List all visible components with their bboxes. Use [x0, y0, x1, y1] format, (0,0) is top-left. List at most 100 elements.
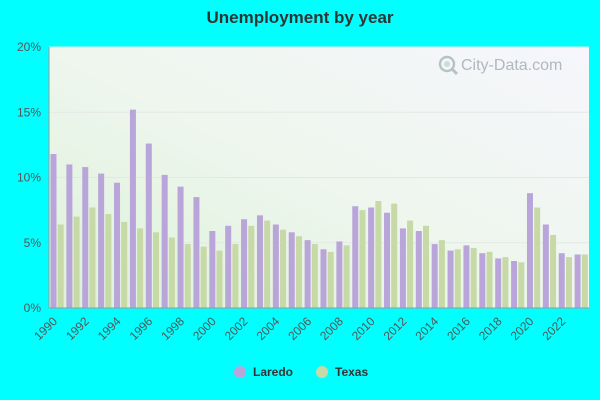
bar-laredo-2004 [272, 224, 279, 308]
bar-laredo-2010 [368, 207, 375, 308]
legend-swatch-laredo [234, 366, 246, 378]
bar-texas-2016 [470, 247, 477, 308]
bar-laredo-2011 [384, 212, 391, 308]
bar-laredo-2013 [415, 231, 422, 308]
legend-label-texas: Texas [335, 365, 368, 379]
bar-texas-1992 [89, 207, 96, 308]
bar-texas-1996 [152, 232, 159, 308]
y-tick-label: 0% [24, 301, 42, 315]
bar-laredo-1992 [82, 167, 89, 308]
bar-laredo-2008 [336, 241, 343, 308]
bar-laredo-2001 [225, 225, 232, 308]
bar-texas-2020 [534, 207, 541, 308]
bar-laredo-2005 [288, 232, 295, 308]
bar-texas-2015 [454, 249, 461, 308]
bar-texas-1997 [168, 237, 175, 308]
bar-texas-1994 [121, 221, 128, 308]
bar-texas-2019 [518, 262, 525, 308]
x-tick-label: 2016 [444, 314, 473, 343]
bar-laredo-1993 [98, 173, 105, 308]
bar-texas-2012 [407, 220, 414, 308]
y-tick-label: 5% [24, 236, 42, 250]
watermark: City-Data.com [438, 55, 562, 76]
bar-texas-2023 [581, 254, 588, 308]
bar-texas-1993 [105, 214, 112, 308]
bar-laredo-2007 [320, 249, 327, 308]
x-tick-label: 2008 [317, 314, 346, 343]
bar-laredo-2023 [574, 254, 581, 308]
x-tick-label: 2022 [540, 314, 569, 343]
bar-laredo-2009 [352, 206, 359, 308]
bar-texas-2003 [264, 220, 271, 308]
bar-laredo-1997 [161, 174, 168, 308]
magnifier-icon [438, 55, 459, 76]
y-tick-label: 15% [17, 105, 41, 119]
bar-texas-1991 [73, 216, 80, 308]
bar-laredo-2017 [479, 253, 486, 308]
bar-laredo-1998 [177, 186, 184, 308]
bar-laredo-2006 [304, 240, 311, 308]
x-tick-label: 2002 [222, 314, 251, 343]
bar-laredo-2014 [431, 244, 438, 308]
bar-texas-1999 [200, 246, 207, 308]
bar-texas-2018 [502, 257, 509, 308]
x-tick-label: 1998 [158, 314, 187, 343]
x-tick-label: 2000 [190, 314, 219, 343]
bar-texas-2021 [550, 234, 557, 308]
bar-texas-2000 [216, 250, 223, 308]
bar-texas-1990 [57, 224, 64, 308]
bar-texas-2001 [232, 244, 239, 308]
bar-texas-2005 [295, 236, 302, 308]
bar-laredo-2019 [511, 261, 518, 308]
y-tick-label: 20% [17, 40, 41, 54]
bar-texas-2010 [375, 200, 382, 308]
y-tick-label: 10% [17, 171, 41, 185]
bar-texas-2004 [280, 229, 287, 308]
x-tick-label: 2020 [508, 314, 537, 343]
x-tick-label: 2012 [381, 314, 410, 343]
x-tick-label: 1996 [127, 314, 156, 343]
watermark-text: City-Data.com [461, 57, 562, 74]
x-tick-label: 2004 [254, 314, 283, 343]
bar-laredo-2021 [542, 224, 549, 308]
bar-texas-2006 [311, 244, 318, 308]
bar-laredo-1991 [66, 164, 73, 308]
bar-texas-2013 [422, 225, 429, 308]
bar-texas-2011 [391, 203, 398, 308]
bar-laredo-1995 [129, 109, 136, 308]
bar-laredo-2016 [463, 245, 470, 308]
bar-texas-1995 [137, 228, 144, 308]
x-tick-label: 1990 [31, 314, 60, 343]
bar-laredo-2015 [447, 250, 454, 308]
x-tick-label: 2018 [476, 314, 505, 343]
bar-texas-2022 [565, 257, 572, 308]
bar-laredo-1994 [114, 182, 121, 308]
bar-texas-1998 [184, 244, 191, 308]
bar-texas-2008 [343, 245, 350, 308]
bar-texas-2007 [327, 251, 334, 308]
legend-swatch-texas [316, 366, 328, 378]
bar-texas-2009 [359, 210, 366, 308]
bar-laredo-1990 [50, 154, 57, 308]
bar-texas-2014 [438, 240, 445, 308]
bar-texas-2017 [486, 251, 493, 308]
bar-laredo-1999 [193, 197, 200, 308]
legend: Laredo Texas [234, 365, 368, 379]
bar-laredo-2003 [256, 215, 263, 308]
bar-laredo-2002 [241, 219, 248, 308]
bar-laredo-2018 [495, 258, 502, 308]
x-tick-label: 1992 [63, 314, 92, 343]
x-tick-label: 2014 [412, 314, 441, 343]
x-tick-label: 2010 [349, 314, 378, 343]
bar-laredo-2000 [209, 231, 216, 308]
bars [50, 109, 588, 308]
x-tick-label: 1994 [95, 314, 124, 343]
bar-laredo-2020 [526, 193, 533, 308]
x-tick-label: 2006 [285, 314, 314, 343]
bar-laredo-1996 [145, 143, 152, 308]
bar-laredo-2012 [399, 228, 406, 308]
bar-texas-2002 [248, 225, 255, 308]
chart-title: Unemployment by year [206, 8, 394, 27]
bar-laredo-2022 [558, 253, 565, 308]
